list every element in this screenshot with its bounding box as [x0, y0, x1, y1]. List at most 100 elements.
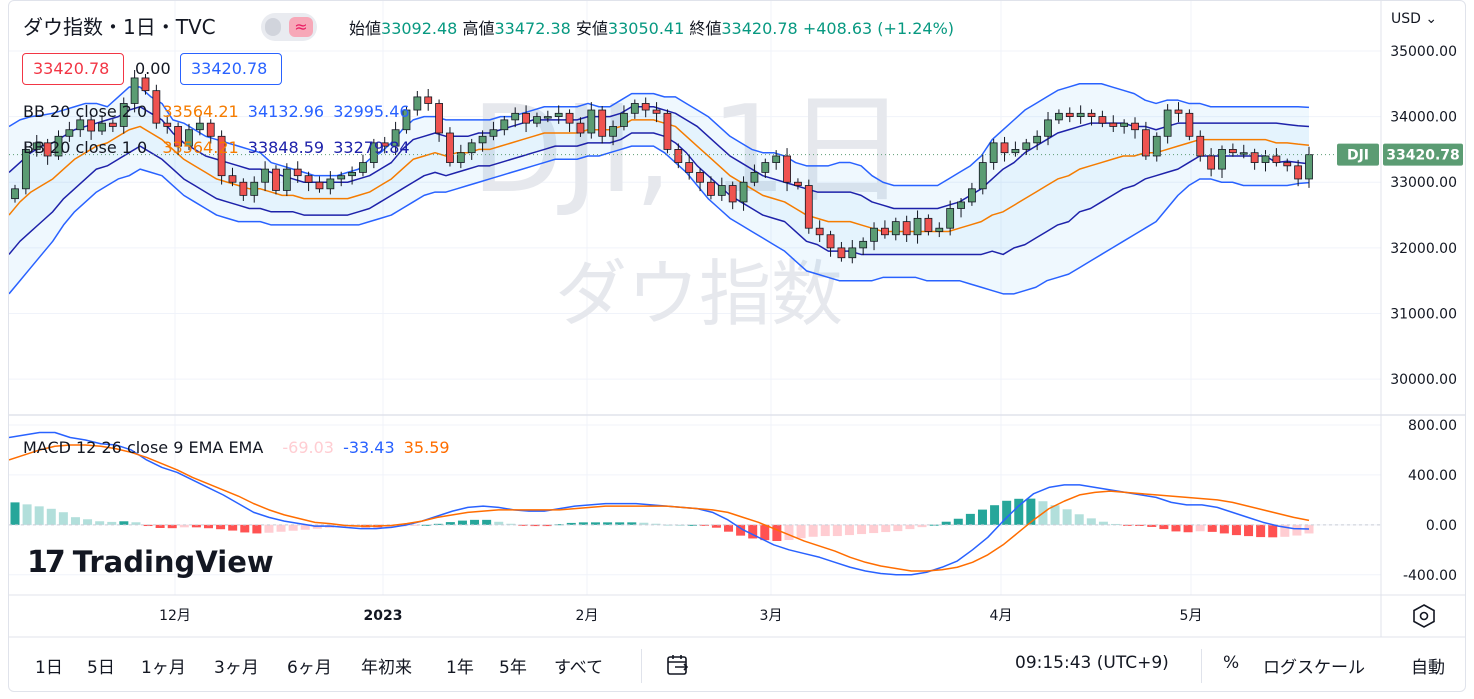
- clock[interactable]: 09:15:43 (UTC+9): [1015, 653, 1169, 673]
- chart-canvas[interactable]: DJI, 1日ダウ指数 DJI 33420.78 35000.00 34000.00…: [9, 1, 1466, 692]
- close-value: 33420.78: [721, 19, 798, 38]
- candle: [1218, 145, 1226, 178]
- candle-body: [391, 129, 400, 147]
- macd-hist-bar: [953, 518, 963, 525]
- calendar-goto-icon[interactable]: [665, 653, 691, 679]
- candle-body: [304, 175, 313, 183]
- range-5y[interactable]: 5年: [499, 658, 527, 678]
- candle: [391, 121, 400, 155]
- range-1d[interactable]: 1日: [35, 658, 63, 678]
- macd-hist-bar: [748, 524, 758, 539]
- candle: [250, 176, 259, 203]
- sell-button[interactable]: 33420.78: [22, 53, 124, 85]
- candle: [804, 179, 813, 234]
- macd-hist-bar: [1098, 521, 1108, 525]
- candle-body: [543, 116, 552, 119]
- candle-body: [402, 109, 411, 131]
- range-1y[interactable]: 1年: [446, 658, 474, 678]
- bb2-upper: 33848.59: [247, 138, 325, 157]
- range-6m[interactable]: 6ヶ月: [287, 658, 332, 678]
- macd-hist-bar: [34, 506, 44, 525]
- macd-hist-bar: [1074, 514, 1084, 525]
- candle-body: [1218, 149, 1226, 170]
- macd-tick-label: 400.00: [1408, 468, 1457, 484]
- candle: [641, 97, 650, 118]
- macd-hist-bar: [179, 524, 189, 528]
- candle-body: [804, 185, 813, 229]
- candle: [1228, 143, 1237, 157]
- macd-hist-bar: [1159, 524, 1169, 530]
- log-scale-toggle[interactable]: ログスケール: [1263, 658, 1365, 678]
- range-1m[interactable]: 1ヶ月: [141, 658, 186, 678]
- macd-tick-label: -400.00: [1403, 568, 1457, 584]
- macd-hist-bar: [772, 524, 782, 542]
- candle: [1098, 110, 1107, 128]
- macd-hist-bar: [651, 523, 661, 525]
- buy-button[interactable]: 33420.78: [180, 53, 282, 85]
- bb1-lower: 32995.46: [333, 102, 410, 121]
- macd-hist-bar: [1183, 524, 1193, 533]
- candle: [772, 150, 781, 170]
- symbol-title[interactable]: ダウ指数・1日・TVC: [23, 15, 216, 39]
- price-tick-label: 35000.00: [1390, 44, 1457, 60]
- compare-toggle[interactable]: ≈: [261, 13, 317, 41]
- range-ytd[interactable]: 年初来: [361, 658, 412, 678]
- candle-body: [185, 129, 193, 147]
- candle: [717, 177, 726, 201]
- candle: [1120, 119, 1129, 134]
- candle: [511, 107, 520, 128]
- macd-tick-label: 0.00: [1426, 518, 1457, 534]
- auto-scale-toggle[interactable]: 自動: [1411, 658, 1445, 678]
- percent-toggle[interactable]: %: [1223, 653, 1240, 673]
- macd-legend[interactable]: MACD 12 26 close 9 EMA EMA -69.03 -33.43…: [23, 438, 450, 457]
- bb-outer-fill: [9, 83, 1309, 294]
- candle: [435, 99, 443, 142]
- macd-hist-bar: [288, 524, 298, 531]
- range-5d[interactable]: 5日: [87, 658, 115, 678]
- macd-hist-bar: [167, 524, 177, 529]
- candle: [859, 237, 868, 256]
- candle-body: [261, 168, 270, 183]
- candle-body: [272, 168, 280, 191]
- macd-hist-bar: [421, 524, 431, 526]
- candle: [163, 115, 172, 134]
- candle-body: [500, 119, 509, 131]
- candle-body: [924, 217, 933, 232]
- candle-body: [609, 126, 617, 137]
- candle: [119, 97, 128, 134]
- bb1-legend[interactable]: BB 20 close 2 0 33564.21 34132.96 32995.…: [23, 102, 410, 121]
- candle-body: [663, 112, 672, 150]
- bb2-legend[interactable]: BB 20 close 1 0 33564.21 33848.59 33279.…: [23, 138, 410, 157]
- low-value: 33050.41: [607, 19, 685, 38]
- logo-text: TradingView: [72, 545, 274, 579]
- macd-hist-bar: [1292, 524, 1302, 536]
- candle: [293, 161, 302, 183]
- macd-hist-bar: [1207, 524, 1217, 532]
- macd-hist-bar: [264, 524, 274, 533]
- last-price-label: DJI 33420.78: [1337, 143, 1463, 166]
- macd-hist-bar: [857, 524, 867, 535]
- candle: [1174, 102, 1183, 123]
- range-3m[interactable]: 3ヶ月: [214, 658, 259, 678]
- macd-hist-bar: [482, 519, 492, 525]
- candle: [1294, 159, 1303, 187]
- macd-hist-bar: [675, 524, 685, 526]
- candle: [750, 164, 759, 187]
- macd-hist-bar: [760, 524, 770, 541]
- candle: [620, 105, 628, 131]
- currency-selector[interactable]: USD ⌄: [1391, 11, 1437, 27]
- gear-hex-icon[interactable]: [1411, 603, 1437, 629]
- macd-hist-bar: [300, 524, 310, 530]
- tradingview-logo[interactable]: 17 TradingView: [27, 545, 274, 580]
- candle: [630, 99, 639, 119]
- range-all[interactable]: すべて: [554, 658, 604, 678]
- candle: [478, 130, 487, 152]
- candle-body: [598, 109, 607, 137]
- candle: [902, 215, 911, 242]
- macd-hist-bar: [203, 524, 213, 529]
- candle-body: [206, 122, 215, 137]
- candle: [783, 148, 791, 192]
- candle-body: [1087, 112, 1096, 117]
- candle: [565, 109, 574, 133]
- candle: [891, 217, 900, 241]
